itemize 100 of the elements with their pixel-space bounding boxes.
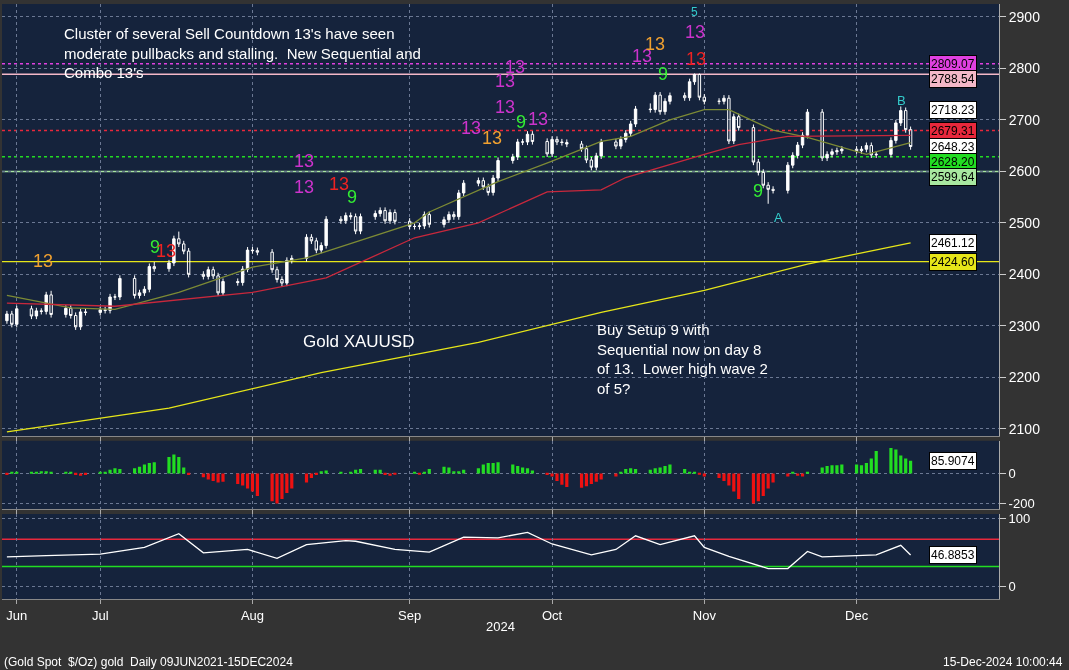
candlestick [417, 222, 422, 231]
bar [378, 469, 382, 474]
annotation: 9 [347, 187, 358, 207]
annotation: 13 [482, 128, 503, 148]
bar [584, 473, 589, 487]
annotation: 46.8853 [931, 548, 975, 562]
bar [236, 473, 240, 484]
bar [899, 455, 903, 474]
bar [653, 468, 657, 474]
ref-line-label: 2788.54 [931, 72, 975, 86]
candlestick [525, 130, 530, 146]
bar [589, 473, 593, 484]
candlestick [407, 217, 412, 231]
bar [457, 471, 461, 474]
bar [854, 464, 859, 474]
candlestick [717, 97, 721, 105]
bar [49, 471, 53, 474]
annotation: Buy Setup 9 with Sequential now on day 8 of 13. Lower high wave 2 of 5? [597, 321, 768, 397]
bar [255, 473, 259, 496]
y-tick-label: -200 [1008, 495, 1035, 511]
bar [516, 466, 520, 474]
y-tick-label: 2500 [1008, 214, 1041, 231]
bar [462, 469, 466, 474]
bar [629, 468, 633, 474]
x-tick-label: Sep [398, 607, 422, 623]
bar [909, 460, 913, 474]
bar [339, 471, 343, 474]
annotation: 2461.12 [931, 236, 975, 250]
bar [319, 471, 323, 474]
bar [177, 457, 181, 474]
bar [358, 469, 363, 474]
ref-line-label: 2599.64 [931, 170, 975, 184]
y-tick-label: 0 [1008, 466, 1016, 482]
candlestick [353, 213, 358, 235]
annotation: 9 [753, 181, 764, 201]
bar [221, 473, 225, 482]
candlestick [240, 265, 245, 287]
candlestick [579, 140, 584, 153]
bar [412, 471, 417, 474]
bar [427, 469, 431, 474]
bar [521, 467, 525, 474]
bar [167, 457, 171, 474]
bar [594, 473, 598, 482]
x-tick-label: Nov [692, 607, 717, 623]
bar [354, 469, 358, 474]
bar [904, 458, 908, 474]
bar [864, 463, 868, 474]
bar [530, 470, 535, 474]
bar [619, 471, 623, 474]
x-tick-label: Dec [845, 607, 869, 623]
bar [683, 469, 687, 474]
text: 15-Dec-2024 10:00:44 [943, 655, 1063, 669]
candlestick [530, 130, 535, 146]
candlestick [427, 211, 431, 228]
bar [34, 471, 38, 474]
candlestick [476, 177, 481, 187]
bar [791, 471, 795, 474]
ref-line-label: 2679.31 [931, 124, 975, 138]
bar [633, 469, 638, 474]
bar [98, 471, 102, 474]
bar [859, 465, 864, 474]
bar [417, 472, 422, 475]
bar [373, 469, 377, 474]
annotation: 13 [685, 22, 706, 42]
bar [874, 451, 878, 474]
candlestick [697, 73, 702, 101]
annotation: 9 [516, 112, 527, 132]
annotation: 13 [495, 97, 516, 117]
y-tick-label: 2200 [1008, 369, 1041, 386]
annotation: 5 [691, 5, 698, 19]
annotation: Gold XAUUSD [303, 332, 415, 351]
ref-line-label: 2809.07 [931, 57, 975, 71]
bar [137, 466, 142, 474]
bar [182, 467, 186, 474]
bar [422, 471, 426, 474]
candlestick [78, 308, 83, 331]
bar [486, 463, 490, 474]
bar [133, 468, 137, 474]
bar [496, 462, 500, 474]
candlestick [137, 289, 142, 300]
candlestick [515, 138, 520, 161]
candlestick [314, 237, 319, 254]
y-tick-label: 2800 [1008, 60, 1041, 77]
x-tick-label: Aug [240, 607, 265, 623]
bar [737, 473, 741, 499]
annotation: 13 [294, 151, 315, 171]
bar [511, 464, 515, 474]
bar [761, 473, 765, 496]
x-tick-label: Oct [541, 607, 563, 623]
candlestick [589, 156, 594, 171]
bar [697, 472, 702, 475]
bar [476, 468, 480, 474]
bar [687, 471, 692, 474]
candlestick [481, 177, 486, 191]
bar [805, 471, 810, 474]
bar [756, 473, 760, 502]
candlestick [869, 142, 874, 159]
bar [29, 471, 34, 474]
annotation: B [897, 93, 906, 108]
bar [349, 471, 353, 474]
